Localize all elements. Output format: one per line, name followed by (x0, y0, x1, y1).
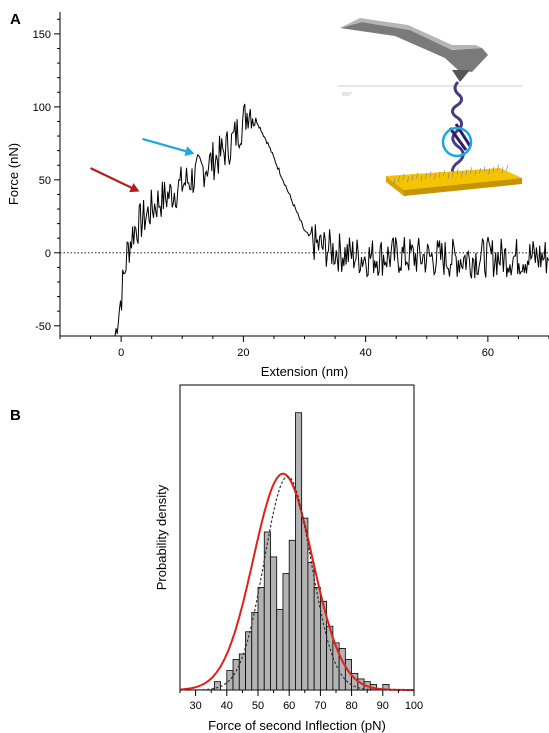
molecule-chain (451, 80, 465, 185)
histogram-bar (251, 611, 259, 691)
histogram-bar (263, 531, 271, 691)
y-tick-label: 50 (39, 175, 51, 187)
panel-a-force-trace (114, 103, 549, 337)
histogram-bars (213, 412, 390, 691)
red-arrow (90, 167, 140, 193)
x-tick-label: 40 (360, 347, 372, 359)
x-tick-label: 40 (221, 700, 233, 712)
x-tick-label: 60 (482, 347, 494, 359)
y-tick-label: 100 (33, 102, 51, 114)
x-tick-label: 70 (314, 700, 326, 712)
cantilever-shape (340, 22, 488, 72)
y-tick-label: 0 (45, 248, 51, 260)
x-tick-label: 80 (345, 700, 357, 712)
panel-a-arrows (90, 137, 195, 193)
histogram-bar (270, 556, 278, 691)
histogram-bar (276, 609, 284, 691)
histogram-bar (307, 562, 315, 691)
x-tick-label: 90 (377, 700, 389, 712)
gaussian-fit-curve (179, 472, 414, 691)
x-tick-label: 60 (283, 700, 295, 712)
histogram-bar (245, 631, 253, 691)
histogram-bar (257, 587, 265, 691)
y-tick-label: 150 (33, 29, 51, 41)
blue-arrow (142, 137, 195, 156)
afm-cantilever-illustration (338, 18, 522, 196)
y-tick-label: -50 (35, 321, 51, 333)
histogram-bar (288, 539, 296, 691)
x-tick-label: 100 (405, 700, 423, 712)
panel-b-label: B (10, 407, 21, 424)
histogram-bar (282, 573, 290, 691)
surface-linkers (393, 164, 508, 185)
cantilever-highlight (340, 18, 482, 50)
histogram-bar (295, 412, 303, 691)
panel-a-force-extension-plot: -50 0 50 100 150 0 20 40 60 Extension (nm) Force… (6, 12, 549, 379)
x-tick-label: 50 (252, 700, 264, 712)
gold-substrate-side (386, 176, 404, 196)
histogram-bar (213, 681, 221, 691)
x-tick-label: 0 (118, 347, 124, 359)
panel-b-y-axis-label: Probability density (154, 484, 169, 590)
x-tick-label: 30 (189, 700, 201, 712)
panel-a-ticks: -50 0 50 100 150 0 20 40 60 (33, 18, 549, 359)
histogram-bar (238, 653, 246, 691)
panel-b-ticks: 30 40 50 60 70 80 90 100 (179, 690, 423, 712)
highlight-circle (441, 126, 473, 158)
panel-a-label: A (10, 11, 21, 28)
histogram-bar (226, 670, 234, 691)
gold-substrate-top (386, 168, 522, 190)
histogram-bar (301, 517, 309, 691)
panel-b-histogram: 30 40 50 60 70 80 90 100 Force of second Inflec… (154, 384, 423, 733)
panel-a-x-axis-label: Extension (nm) (261, 364, 348, 379)
x-tick-label: 20 (237, 347, 249, 359)
cantilever-tip (452, 70, 470, 82)
gold-substrate-front (404, 178, 522, 196)
panel-b-x-axis-label: Force of second Inflection (pN) (208, 718, 386, 733)
panel-a-y-axis-label: Force (nN) (6, 143, 21, 205)
reference-marks (342, 92, 352, 96)
